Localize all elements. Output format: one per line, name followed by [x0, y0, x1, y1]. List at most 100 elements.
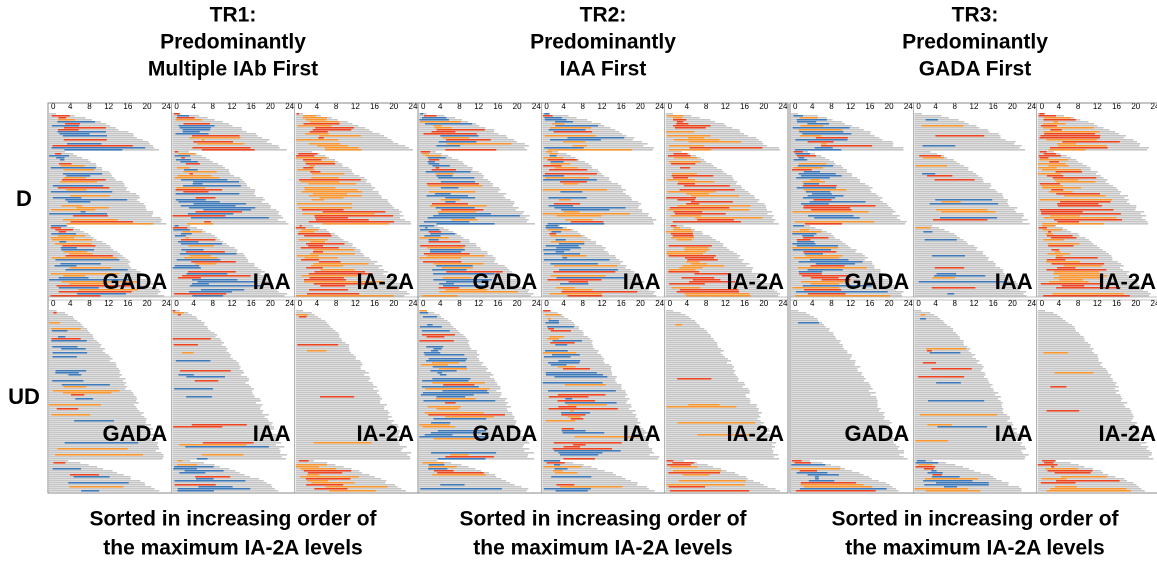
axis-tick: 20 [143, 299, 152, 308]
band [1037, 332, 1079, 334]
band-level [422, 295, 458, 297]
band-level [56, 285, 132, 287]
band [49, 241, 103, 243]
band-level [792, 249, 832, 251]
band [791, 438, 900, 440]
band-level [943, 486, 958, 488]
band [295, 360, 361, 362]
band-level [563, 458, 595, 460]
band [172, 432, 273, 434]
band-level [1043, 117, 1071, 119]
band-level [926, 348, 967, 350]
band [914, 205, 1010, 207]
band-level [178, 125, 215, 127]
band-level [1043, 239, 1065, 241]
band-level [563, 211, 580, 213]
band [665, 412, 762, 414]
band-level [423, 352, 441, 354]
band [295, 227, 320, 229]
band [172, 342, 225, 344]
band [542, 141, 643, 143]
band [542, 285, 643, 287]
band [1037, 454, 1152, 456]
band-level [792, 231, 822, 233]
band-level [796, 239, 811, 241]
band-level [553, 470, 563, 472]
band [914, 129, 988, 131]
band-level [422, 316, 437, 318]
band [49, 374, 123, 376]
band [914, 394, 996, 396]
band [665, 223, 779, 225]
band-level [50, 167, 96, 169]
band-level [694, 273, 731, 275]
band [542, 251, 608, 253]
band-level [805, 191, 831, 193]
band-level [812, 193, 832, 195]
band [49, 424, 151, 426]
band [665, 211, 772, 213]
band-level [51, 414, 91, 416]
band [49, 151, 65, 153]
band [791, 169, 847, 171]
band [419, 404, 507, 406]
band-level [1053, 277, 1101, 279]
band [665, 183, 737, 185]
band [49, 161, 91, 163]
band [49, 366, 117, 368]
band [791, 293, 902, 295]
band [172, 151, 189, 153]
band-level [428, 464, 445, 466]
band-level [665, 231, 693, 233]
band-level [800, 203, 829, 205]
band [419, 346, 470, 348]
band-level [433, 263, 484, 265]
band-level [58, 129, 79, 131]
band-level [203, 209, 252, 211]
band [791, 191, 872, 193]
band [172, 145, 279, 147]
band-level [544, 113, 550, 115]
band [914, 450, 1022, 452]
band [665, 121, 716, 123]
band-level [435, 398, 476, 400]
axis-tick: 8 [581, 299, 586, 308]
band-level [57, 121, 96, 123]
panel-label: GADA [845, 421, 910, 446]
band [295, 310, 304, 312]
band [49, 201, 140, 203]
band [295, 259, 371, 261]
band [542, 482, 638, 484]
band-level [310, 253, 356, 255]
band [172, 410, 264, 412]
band-level [307, 472, 343, 474]
band [914, 456, 1026, 458]
band [172, 490, 279, 492]
band-level [426, 183, 479, 185]
band [665, 169, 722, 171]
band [914, 143, 1015, 145]
band-level [309, 121, 340, 123]
axis-tick: 8 [334, 299, 339, 308]
band [49, 466, 98, 468]
band-level [795, 295, 891, 297]
band-level [795, 153, 810, 155]
axis-tick: 4 [315, 299, 320, 308]
band [542, 424, 637, 426]
band [172, 384, 250, 386]
axis-tick: 4 [810, 299, 815, 308]
band-level [1046, 139, 1097, 141]
band [295, 209, 399, 211]
axis-tick: 24 [532, 102, 541, 111]
band [665, 241, 721, 243]
band [665, 478, 748, 480]
band-level [182, 352, 194, 354]
band-level [929, 203, 999, 205]
band-level [927, 424, 953, 426]
band [172, 249, 238, 251]
band-level [941, 211, 996, 213]
band [914, 265, 996, 267]
